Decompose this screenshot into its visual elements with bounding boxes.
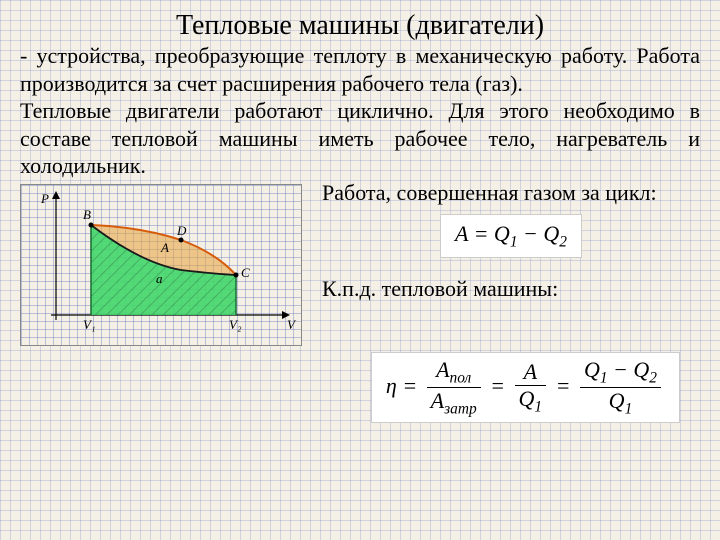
- formula-efficiency: η = Aпол Aзатр = A Q1 = Q1 − Q2 Q1: [371, 352, 680, 424]
- point-d: D: [177, 223, 186, 239]
- x-tick-2: V₂: [229, 317, 241, 333]
- page-title: Тепловые машины (двигатели): [0, 0, 720, 42]
- x-axis-label: V: [287, 317, 295, 333]
- kpd-label: К.п.д. тепловой машины:: [322, 276, 700, 302]
- paragraph-2: Тепловые двигатели работают циклично. Дл…: [0, 97, 720, 180]
- pv-svg: [21, 185, 301, 345]
- y-axis-label: P: [41, 191, 49, 207]
- point-c: C: [241, 265, 250, 281]
- x-tick-1: V₁: [83, 317, 95, 333]
- pv-diagram: P V V₁ V₂ B D C a A: [20, 184, 302, 346]
- point-a-lower: a: [156, 271, 163, 287]
- work-label: Работа, совершенная газом за цикл:: [322, 180, 700, 206]
- content-row: P V V₁ V₂ B D C a A Работа, совершенная …: [0, 180, 720, 346]
- formula-row: η = Aпол Aзатр = A Q1 = Q1 − Q2 Q1: [0, 352, 720, 424]
- point-b: B: [83, 207, 91, 223]
- cycle-a-label: A: [161, 240, 169, 256]
- right-column: Работа, совершенная газом за цикл: A = Q…: [302, 180, 700, 346]
- formula-work: A = Q1 − Q2: [440, 214, 582, 258]
- paragraph-1: - устройства, преобразующие теплоту в ме…: [0, 42, 720, 97]
